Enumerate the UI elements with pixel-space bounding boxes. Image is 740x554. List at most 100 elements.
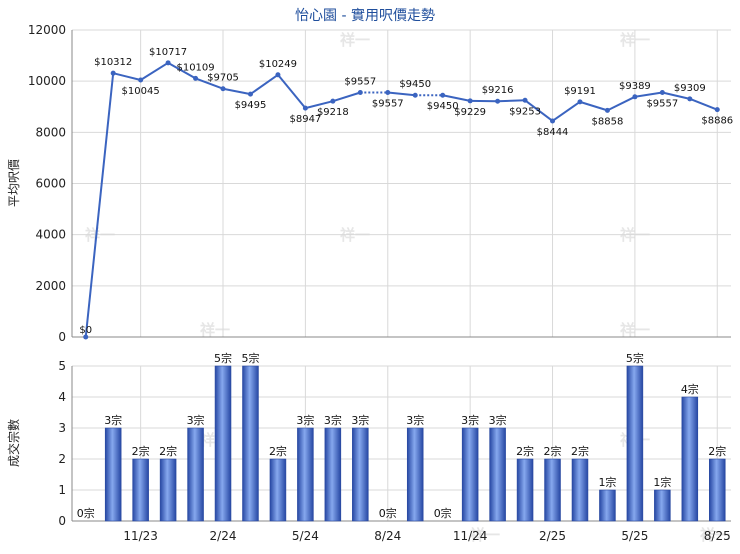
- count-bar: [270, 459, 286, 521]
- price-line-segment: [498, 100, 525, 101]
- count-bar: [105, 428, 121, 521]
- count-data-label: 3宗: [187, 413, 205, 427]
- count-data-label: 0宗: [379, 506, 397, 520]
- count-bar: [325, 428, 341, 521]
- count-bar: [352, 428, 368, 521]
- count-data-label: 3宗: [406, 413, 424, 427]
- price-data-label: $9229: [454, 107, 486, 118]
- count-bar: [517, 459, 533, 521]
- count-bar: [709, 459, 725, 521]
- price-y-axis-label: 平均呎價: [7, 159, 21, 207]
- price-point: [330, 99, 335, 104]
- count-bar: [133, 459, 149, 521]
- price-point: [193, 76, 198, 81]
- count-y-axis-label: 成交宗數: [6, 419, 21, 467]
- price-data-label: $0: [79, 325, 92, 336]
- price-data-label: $10312: [94, 57, 132, 68]
- price-data-label: $9191: [564, 86, 596, 97]
- count-bar: [490, 428, 506, 521]
- price-line-segment: [223, 89, 250, 94]
- count-data-label: 1宗: [653, 475, 671, 489]
- price-line-segment: [250, 75, 277, 94]
- price-point: [303, 106, 308, 111]
- price-data-label: $9557: [646, 99, 678, 110]
- price-data-label: $8444: [537, 127, 569, 138]
- count-data-label: 2宗: [269, 444, 287, 458]
- price-data-label: $9253: [509, 106, 541, 117]
- count-y-tick-label: 0: [58, 514, 66, 528]
- price-line-segment: [278, 75, 305, 108]
- x-tick-label: 11/23: [123, 529, 158, 543]
- price-line-segment: [113, 73, 140, 80]
- price-point: [166, 60, 171, 65]
- count-data-label: 2宗: [544, 444, 562, 458]
- price-data-label: $9450: [399, 79, 431, 90]
- price-y-tick-label: 6000: [35, 177, 66, 191]
- count-data-label: 3宗: [461, 413, 479, 427]
- price-data-label: $10249: [259, 59, 297, 70]
- price-point: [687, 96, 692, 101]
- price-point: [660, 90, 665, 95]
- price-line-segment: [388, 93, 415, 96]
- count-data-label: 5宗: [214, 351, 232, 365]
- count-y-tick-label: 4: [58, 390, 66, 404]
- x-tick-label: 2/25: [539, 529, 566, 543]
- count-data-label: 2宗: [159, 444, 177, 458]
- price-y-tick-label: 0: [58, 330, 66, 344]
- price-y-tick-label: 10000: [28, 74, 66, 88]
- chart-title: 怡心園 - 實用呎價走勢: [295, 7, 435, 24]
- x-tick-label: 2/24: [210, 529, 237, 543]
- price-point: [221, 86, 226, 91]
- price-line-segment: [86, 73, 113, 337]
- count-y-tick-label: 1: [58, 483, 66, 497]
- price-line-segment: [443, 95, 470, 101]
- x-tick-label: 8/25: [704, 529, 731, 543]
- price-point: [605, 108, 610, 113]
- price-line-panel: 0 2000 4000 6000 8000 10000 12000 $0 $10312 $1004…: [28, 23, 733, 344]
- price-y-tick-label: 12000: [28, 23, 66, 37]
- price-point: [440, 93, 445, 98]
- count-bar: [654, 490, 670, 521]
- count-data-label: 0宗: [77, 506, 95, 520]
- count-data-label: 2宗: [708, 444, 726, 458]
- price-point: [523, 98, 528, 103]
- count-data-label: 2宗: [516, 444, 534, 458]
- count-bar: [627, 366, 643, 521]
- count-data-label: 3宗: [489, 413, 507, 427]
- price-data-label: $9389: [619, 81, 651, 92]
- price-data-label: $8858: [592, 116, 624, 127]
- price-point: [275, 72, 280, 77]
- price-y-tick-label: 2000: [35, 279, 66, 293]
- price-data-label: $8886: [701, 116, 733, 127]
- price-data-label: $9216: [482, 85, 514, 96]
- price-y-tick-label: 4000: [35, 228, 66, 242]
- count-bar: [545, 459, 561, 521]
- count-bar: [407, 428, 423, 521]
- price-y-tick-label: 8000: [35, 125, 66, 139]
- count-data-label: 5宗: [241, 351, 259, 365]
- count-bar: [682, 397, 698, 521]
- count-y-tick-label: 2: [58, 452, 66, 466]
- price-point: [632, 94, 637, 99]
- price-point: [495, 99, 500, 104]
- price-data-label: $10717: [149, 47, 187, 58]
- count-bar: [599, 490, 615, 521]
- price-data-label: $9218: [317, 107, 349, 118]
- price-point: [248, 92, 253, 97]
- count-bar: [215, 366, 231, 521]
- count-y-tick-label: 3: [58, 421, 66, 435]
- count-data-label: 3宗: [324, 413, 342, 427]
- count-bar: [572, 459, 588, 521]
- watermark-text: 祥一: [200, 321, 230, 339]
- count-data-label: 4宗: [681, 382, 699, 396]
- count-data-label: 1宗: [598, 475, 616, 489]
- count-bar: [160, 459, 176, 521]
- x-tick-label: 8/24: [374, 529, 401, 543]
- price-line-segment: [690, 99, 717, 110]
- price-data-label: $10045: [122, 86, 160, 97]
- price-line-segment: [635, 93, 662, 97]
- x-tick-label: 5/25: [621, 529, 648, 543]
